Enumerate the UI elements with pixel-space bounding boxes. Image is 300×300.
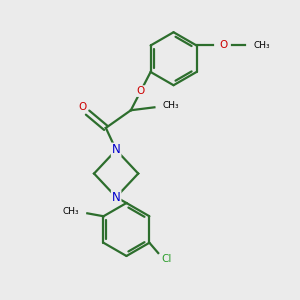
Text: CH₃: CH₃ [62,207,79,216]
Text: O: O [220,40,228,50]
Text: CH₃: CH₃ [253,41,270,50]
Text: CH₃: CH₃ [163,101,179,110]
Text: Cl: Cl [161,254,172,264]
Text: O: O [136,86,145,96]
Text: N: N [112,190,121,204]
Text: N: N [112,143,121,157]
Text: O: O [78,102,86,112]
